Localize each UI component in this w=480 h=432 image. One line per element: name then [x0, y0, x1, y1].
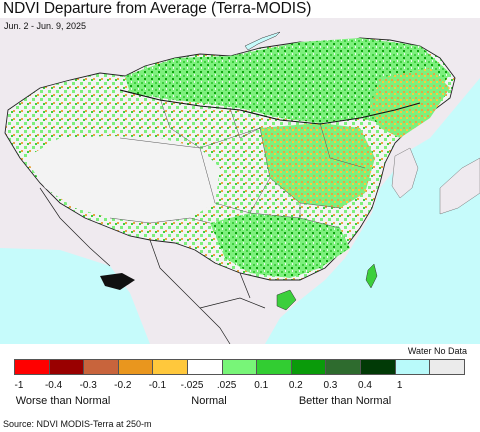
legend-swatch — [290, 359, 327, 375]
legend-tick-label: .025 — [216, 380, 237, 391]
date-range: Jun. 2 - Jun. 9, 2025 — [4, 21, 87, 31]
legend-swatch — [256, 359, 292, 375]
legend-swatches — [14, 359, 465, 376]
legend-swatch — [152, 359, 188, 375]
legend-tick-label: -0.3 — [79, 380, 97, 391]
legend-tick-label: -0.4 — [44, 380, 63, 391]
hainan-land — [276, 289, 297, 311]
legend-tick-label: 0.1 — [254, 380, 269, 391]
ndvi-map — [0, 18, 480, 344]
korea-land — [391, 147, 419, 199]
legend-tick-label: -1 — [14, 380, 24, 391]
legend-swatch — [117, 359, 154, 375]
lake-baikal — [244, 31, 281, 51]
bay-of-bengal — [0, 248, 150, 344]
legend-tick-label: -.025 — [180, 380, 204, 391]
northern-green-zone — [125, 38, 450, 128]
source-credit: Source: NDVI MODIS-Terra at 250-m — [3, 419, 152, 429]
legend-tick-label: 1 — [396, 380, 403, 391]
legend-normal-label: Normal — [191, 395, 227, 407]
legend-tick-label: 0.3 — [323, 380, 338, 391]
water-no-data-label: Water No Data — [407, 346, 467, 356]
legend-swatch — [359, 359, 396, 375]
japan-land — [439, 157, 480, 215]
legend-tick-label: 0.2 — [288, 380, 303, 391]
north-china-zone — [260, 123, 375, 208]
legend-worse-label: Worse than Normal — [15, 395, 111, 407]
south-china-zone — [210, 213, 350, 278]
northeast-green-zone — [370, 68, 450, 138]
map-title: NDVI Departure from Average (Terra-MODIS… — [3, 0, 312, 17]
legend-tick-label: 0.4 — [358, 380, 372, 391]
legend-swatch — [221, 359, 258, 375]
legend-swatch — [83, 359, 119, 375]
legend: Water No Data -1 -0.4 -0.3 -0.2 -0.1 -.025 .02… — [0, 344, 480, 416]
taiwan-land — [365, 263, 378, 289]
legend-better-label: Better than Normal — [298, 395, 392, 407]
western-zone — [10, 88, 110, 146]
bangladesh-dark-area — [100, 273, 135, 290]
mongolia-border — [119, 89, 421, 125]
legend-swatch — [394, 359, 431, 375]
country-borders — [39, 187, 266, 344]
legend-swatch — [48, 359, 85, 375]
province-borders — [109, 97, 366, 229]
tibet-plateau-zone — [25, 136, 220, 223]
legend-tick-label: -0.2 — [114, 380, 132, 391]
legend-swatch — [429, 359, 465, 375]
legend-swatch — [14, 359, 50, 375]
legend-tick-label: -0.1 — [148, 380, 167, 391]
legend-swatch — [186, 359, 223, 375]
legend-swatch — [325, 359, 361, 375]
